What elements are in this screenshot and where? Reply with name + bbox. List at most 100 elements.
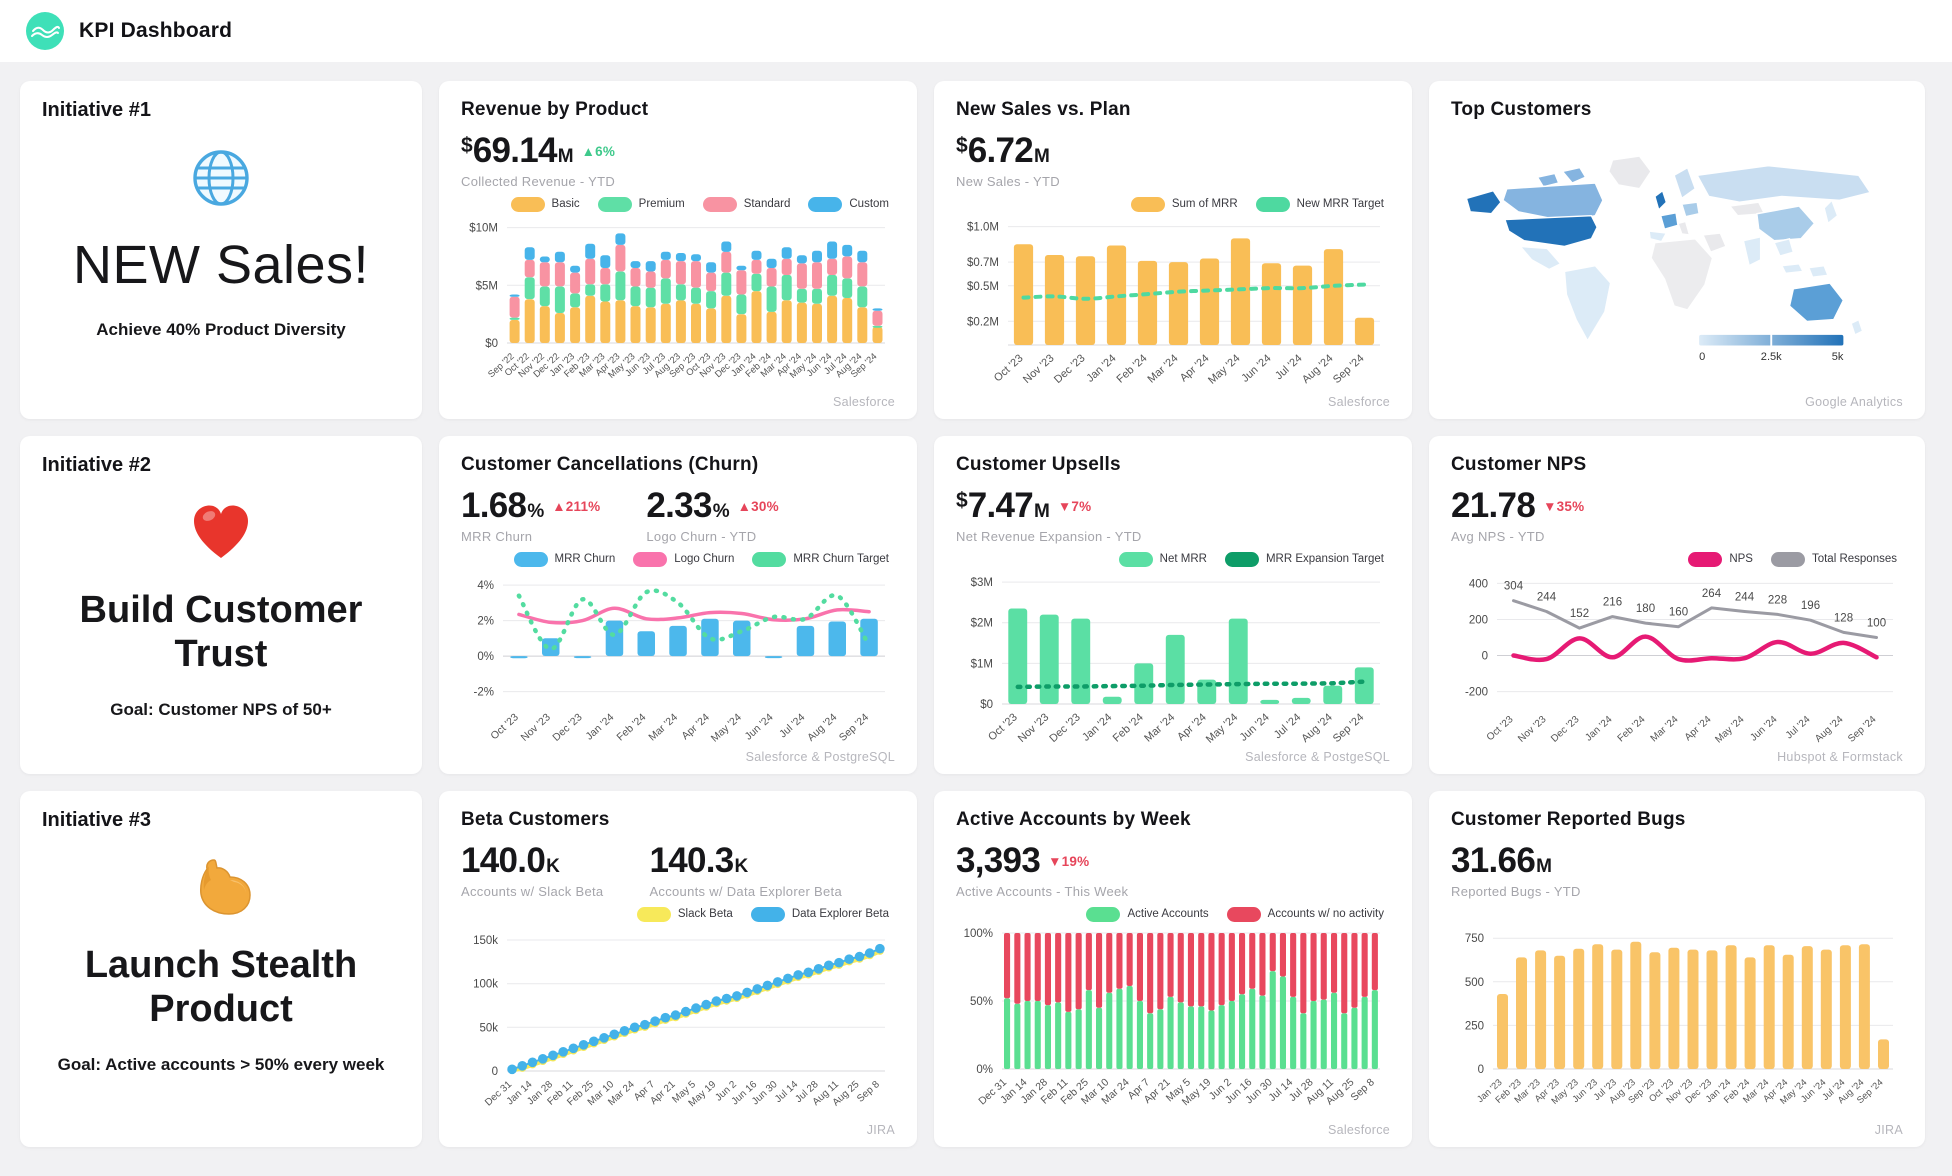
svg-text:0: 0 (1478, 1064, 1484, 1076)
legend-swatch (750, 906, 785, 922)
svg-text:May '24: May '24 (1204, 711, 1240, 745)
svg-text:Jul '24: Jul '24 (1272, 711, 1303, 741)
customer-upsells-card: Customer Upsells $7.47 M ▼7% Net Revenue E… (934, 436, 1412, 774)
heart-icon (189, 501, 253, 565)
kpi-avg-nps: 21.78 ▼35% Avg NPS - YTD (1451, 488, 1584, 544)
legend-swatch (1688, 551, 1723, 567)
nps-chart: -200 0 200 400 304 244 152 216 180 160 264 244 228 19… (1451, 570, 1903, 754)
kpi-delta: ▼19% (1048, 854, 1090, 869)
svg-text:Nov '23: Nov '23 (1516, 714, 1549, 745)
svg-text:Apr '24: Apr '24 (679, 711, 712, 742)
svg-text:304: 304 (1504, 581, 1524, 593)
svg-text:Feb '24: Feb '24 (1114, 352, 1149, 385)
card-title: Customer NPS (1451, 454, 1587, 475)
svg-text:100%: 100% (964, 928, 993, 940)
svg-text:Jul '24: Jul '24 (777, 711, 807, 740)
svg-text:Sep '24: Sep '24 (1846, 714, 1879, 745)
legend-item: NPS (1688, 551, 1753, 567)
scale-min-label: 0 (1699, 351, 1705, 363)
svg-text:$3M: $3M (971, 577, 993, 589)
reported-bugs-card: Customer Reported Bugs 31.66 M Reported B… (1429, 791, 1925, 1147)
initiative-headline: Launch Stealth Product (84, 944, 358, 1030)
svg-text:100k: 100k (473, 979, 498, 991)
initiative-headline: Build Customer Trust (79, 589, 363, 675)
svg-text:Mar '24: Mar '24 (646, 711, 680, 743)
legend-swatch (633, 551, 668, 567)
svg-text:750: 750 (1465, 933, 1484, 945)
page-title: KPI Dashboard (79, 19, 233, 42)
customer-nps-card: Customer NPS 21.78 ▼35% Avg NPS - YTD NPS… (1429, 436, 1925, 774)
data-source: JIRA (866, 1123, 895, 1137)
kpi-caption: Net Revenue Expansion - YTD (956, 529, 1142, 544)
legend-swatch (1086, 906, 1121, 922)
svg-text:Jun '24: Jun '24 (1748, 714, 1779, 744)
svg-text:100: 100 (1867, 618, 1886, 630)
svg-text:$2M: $2M (971, 618, 993, 630)
legend-item: Premium (597, 196, 685, 212)
kpi-prefix: $ (461, 134, 473, 157)
svg-text:Dec '23: Dec '23 (1047, 711, 1082, 745)
svg-text:Nov '23: Nov '23 (1021, 352, 1056, 386)
legend-swatch (752, 551, 787, 567)
legend-item: New MRR Target (1255, 196, 1384, 212)
svg-text:$0.2M: $0.2M (967, 316, 999, 328)
legend-item: Custom (808, 196, 889, 212)
kpi-value: 69.14 (472, 131, 558, 170)
svg-text:$0: $0 (485, 338, 498, 350)
legend-swatch (513, 551, 548, 567)
svg-text:4%: 4% (477, 580, 494, 592)
initiative-label: Initiative #2 (42, 454, 151, 476)
kpi-caption: Accounts w/ Data Explorer Beta (649, 884, 842, 899)
chart-legend (1451, 905, 1897, 923)
svg-text:Sep 8: Sep 8 (1348, 1076, 1377, 1103)
svg-text:400: 400 (1469, 578, 1488, 590)
svg-text:150k: 150k (473, 935, 498, 947)
kpi-caption: Active Accounts - This Week (956, 884, 1129, 899)
legend-item: Standard (702, 196, 790, 212)
data-source: Salesforce & PostgeSQL (1245, 750, 1390, 764)
kpi-collected-revenue: $69.14 M ▲6% Collected Revenue - YTD (461, 133, 615, 189)
legend-swatch (597, 196, 632, 212)
initiative-label: Initiative #1 (42, 99, 151, 121)
legend-swatch (510, 196, 545, 212)
svg-text:128: 128 (1834, 612, 1853, 624)
svg-text:180: 180 (1636, 603, 1655, 615)
legend-swatch (636, 906, 671, 922)
legend-item: Net MRR (1118, 551, 1207, 567)
card-title: Active Accounts by Week (956, 809, 1191, 830)
legend-item: Sum of MRR (1130, 196, 1238, 212)
svg-text:Oct '23: Oct '23 (1485, 714, 1516, 743)
kpi-new-sales: $6.72 M New Sales - YTD (956, 133, 1060, 189)
svg-text:-200: -200 (1465, 687, 1488, 699)
svg-text:Jan '24: Jan '24 (1583, 714, 1614, 744)
new-sales-chart: $0.2M $0.5M $0.7M $1.0M Oct '23 Nov '23 Dec '2… (956, 215, 1390, 395)
svg-text:-2%: -2% (474, 687, 494, 699)
kpi-delta: ▲211% (552, 499, 601, 514)
reported-bugs-chart: 0 250 500 750 Jan '23 Feb '23 Mar '23 Apr '23 Ma… (1451, 925, 1903, 1121)
legend-swatch (1130, 196, 1165, 212)
initiative-headline: NEW Sales! (72, 235, 370, 295)
svg-text:May '24: May '24 (1206, 352, 1242, 386)
svg-text:Apr '24: Apr '24 (1683, 714, 1714, 743)
svg-text:228: 228 (1768, 594, 1787, 606)
svg-text:Feb '24: Feb '24 (1111, 711, 1146, 744)
chart-legend: Net MRR MRR Expansion Target (956, 550, 1384, 568)
kpi-caption: Reported Bugs - YTD (1451, 884, 1581, 899)
upsells-chart: $0 $1M $2M $3M Oct '23 Nov '23 Dec '23 Jan '24 F… (956, 570, 1390, 754)
svg-text:Sep 8: Sep 8 (855, 1079, 882, 1105)
svg-text:Sep '24: Sep '24 (1331, 352, 1367, 386)
chart-legend: Active Accounts Accounts w/ no activity (956, 905, 1384, 923)
legend-swatch (1118, 551, 1153, 567)
kpi-mrr-churn: 1.68% ▲211% MRR Churn (461, 488, 600, 544)
svg-text:$5M: $5M (476, 280, 498, 292)
chart-legend: Sum of MRR New MRR Target (956, 195, 1384, 213)
svg-text:Sep '24: Sep '24 (837, 711, 871, 744)
legend-item: Total Responses (1770, 551, 1897, 567)
data-source: Salesforce (832, 395, 895, 409)
kpi-caption: Logo Churn - YTD (646, 529, 757, 544)
svg-text:250: 250 (1465, 1020, 1484, 1032)
legend-item: MRR Expansion Target (1224, 551, 1384, 567)
chart-legend: NPS Total Responses (1451, 550, 1897, 568)
initiative-3-card: Initiative #3 Launch Stealth Product Goa… (20, 791, 422, 1147)
svg-text:152: 152 (1570, 608, 1589, 620)
